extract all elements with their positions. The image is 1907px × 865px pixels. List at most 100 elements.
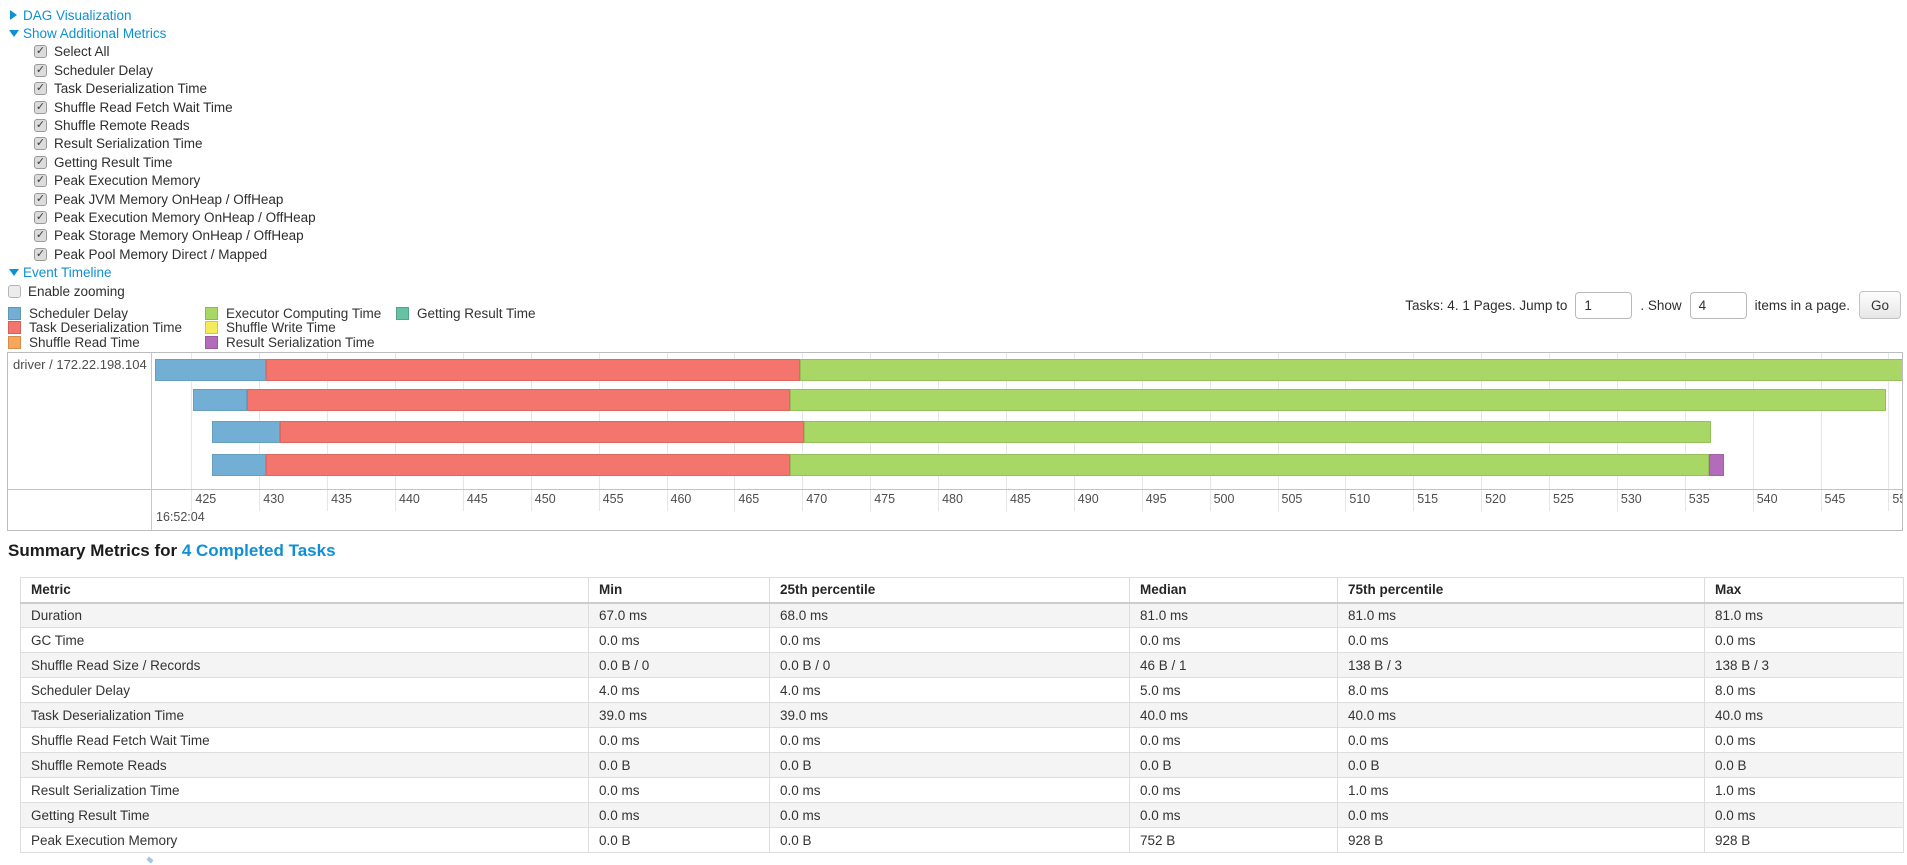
legend-item: Getting Result Time [396, 306, 536, 321]
go-button[interactable]: Go [1858, 291, 1901, 319]
time-major-label: 16:52:04 [156, 510, 205, 524]
show-additional-metrics-toggle[interactable]: Show Additional Metrics [8, 24, 316, 42]
legend-item: Task Deserialization Time [8, 320, 183, 336]
metric-value-cell: 0.0 ms [1337, 627, 1705, 653]
metric-checkbox-row: ✓ Peak Storage Memory OnHeap / OffHeap [34, 227, 316, 245]
table-row: Shuffle Remote Reads 0.0 B 0.0 B 0.0 B 0.0 B… [20, 752, 1904, 778]
metric-value-cell: 46 B / 1 [1129, 652, 1338, 678]
task-bar-segment-task_deserialization[interactable] [266, 359, 800, 381]
table-row: Getting Result Time 0.0 ms 0.0 ms 0.0 ms 0.0… [20, 802, 1904, 828]
metric-value-cell: 928 B [1704, 827, 1904, 853]
time-tick-label: 475 [874, 492, 896, 506]
legend-item: Shuffle Write Time [205, 320, 381, 335]
legend-swatch-result_serialization [205, 335, 218, 349]
metric-checkbox[interactable]: ✓ [34, 82, 47, 96]
metric-value-cell: 40.0 ms [1129, 702, 1338, 728]
metric-checkbox[interactable]: ✓ [34, 63, 47, 77]
jump-to-page-input[interactable] [1575, 291, 1633, 319]
metric-value-cell: 0.0 B [1704, 752, 1904, 778]
metric-value-cell: 0.0 ms [1704, 727, 1904, 753]
metric-value-cell: 0.0 ms [769, 777, 1130, 803]
metric-value-cell: 81.0 ms [1337, 602, 1705, 628]
task-bar-segment-task_deserialization[interactable] [279, 421, 804, 443]
time-tick-label: 505 [1281, 492, 1303, 506]
metric-value-cell: 0.0 ms [588, 727, 770, 753]
metric-checkbox-row: ✓ Shuffle Read Fetch Wait Time [34, 98, 316, 116]
metric-checkbox-label: Shuffle Read Fetch Wait Time [54, 99, 233, 115]
show-additional-metrics-label: Show Additional Metrics [23, 26, 167, 42]
task-bar-segment-scheduler_delay[interactable] [192, 389, 247, 411]
table-row: GC Time 0.0 ms 0.0 ms 0.0 ms 0.0 ms 0.0 ms [20, 627, 1904, 653]
legend-label: Getting Result Time [417, 305, 536, 321]
legend-label: Result Serialization Time [226, 334, 375, 350]
metric-name-cell: Getting Result Time [20, 802, 589, 828]
task-bar-segment-task_deserialization[interactable] [266, 454, 790, 476]
time-tick-label: 480 [942, 492, 963, 506]
column-header-75th-percentile[interactable]: 75th percentile [1337, 577, 1705, 604]
legend-item: Executor Computing Time [205, 306, 381, 321]
metric-name-cell: Shuffle Read Size / Records [20, 652, 589, 678]
items-per-page-input[interactable] [1689, 291, 1747, 319]
metric-value-cell: 8.0 ms [1704, 677, 1904, 703]
metric-value-cell: 0.0 B / 0 [769, 652, 1130, 678]
metric-value-cell: 68.0 ms [769, 602, 1130, 628]
metric-value-cell: 0.0 B [769, 827, 1130, 853]
legend-label: Task Deserialization Time [29, 320, 183, 336]
time-tick-label: 485 [1010, 492, 1031, 506]
task-bar-segment-executor_computing[interactable] [790, 454, 1710, 476]
metric-name-cell: GC Time [20, 627, 589, 653]
task-pagination: Tasks: 4. 1 Pages. Jump to . Show items … [1405, 288, 1901, 322]
column-header-median[interactable]: Median [1129, 577, 1338, 604]
column-header-min[interactable]: Min [588, 577, 770, 604]
enable-zooming-checkbox[interactable] [8, 284, 21, 298]
metric-checkbox[interactable]: ✓ [34, 119, 47, 133]
legend-item: Result Serialization Time [205, 335, 381, 350]
metric-value-cell: 0.0 B [769, 752, 1130, 778]
task-bar-segment-result_serialization[interactable] [1709, 454, 1725, 476]
time-tick-label: 545 [1824, 492, 1846, 506]
column-header-25th-percentile[interactable]: 25th percentile [769, 577, 1130, 604]
table-row: Shuffle Read Size / Records 0.0 B / 0 0.0 … [20, 652, 1904, 678]
metric-checkbox-label: Getting Result Time [54, 154, 173, 170]
metric-checkbox[interactable]: ✓ [34, 100, 47, 114]
task-bar-segment-executor_computing[interactable] [799, 359, 1902, 381]
metric-checkbox-label: Shuffle Remote Reads [54, 118, 190, 134]
metric-checkbox-row: ✓ Result Serialization Time [34, 135, 316, 153]
metric-value-cell: 4.0 ms [588, 677, 770, 703]
completed-tasks-link[interactable]: 4 Completed Tasks [181, 541, 336, 560]
time-tick-label: 445 [466, 492, 488, 506]
metric-value-cell: 0.0 B [1337, 752, 1705, 778]
event-timeline-panel: driver / 172.22.198.104 425 430 435 440 445 4… [7, 352, 1903, 531]
metric-checkbox[interactable]: ✓ [34, 45, 47, 59]
metric-checkbox-row: ✓ Select All [34, 43, 316, 61]
task-bar-segment-task_deserialization[interactable] [247, 389, 791, 411]
task-bar-segment-executor_computing[interactable] [803, 421, 1711, 443]
metric-value-cell: 0.0 ms [1129, 777, 1338, 803]
event-timeline-toggle[interactable]: Event Timeline [8, 263, 316, 281]
event-timeline-label: Event Timeline [23, 265, 112, 281]
show-label: . Show [1640, 297, 1682, 313]
dag-visualization-toggle[interactable]: DAG Visualization [8, 6, 316, 24]
time-tick-label: 525 [1553, 492, 1574, 506]
metric-checkbox[interactable]: ✓ [34, 192, 47, 206]
column-header-max[interactable]: Max [1704, 577, 1904, 604]
task-bar-segment-scheduler_delay[interactable] [154, 359, 266, 381]
metric-checkbox[interactable]: ✓ [34, 229, 47, 243]
legend-label: Scheduler Delay [29, 305, 129, 321]
task-bar-segment-executor_computing[interactable] [790, 389, 1886, 411]
task-bar-segment-scheduler_delay[interactable] [211, 421, 280, 443]
metric-checkbox[interactable]: ✓ [34, 137, 47, 151]
metric-value-cell: 39.0 ms [588, 702, 770, 728]
metric-checkbox[interactable]: ✓ [34, 210, 47, 224]
metric-value-cell: 0.0 ms [769, 727, 1130, 753]
metric-value-cell: 752 B [1129, 827, 1338, 853]
metric-checkbox[interactable]: ✓ [34, 247, 47, 261]
task-bar-segment-scheduler_delay[interactable] [211, 454, 266, 476]
expanded-arrow-icon [9, 269, 19, 277]
summary-metrics-table: Metric Min 25th percentile Median 75th perce… [20, 577, 1904, 853]
metric-checkbox[interactable]: ✓ [34, 174, 47, 188]
metric-checkbox-label: Select All [54, 44, 110, 60]
metric-checkbox[interactable]: ✓ [34, 155, 47, 169]
metric-value-cell: 0.0 ms [1129, 627, 1338, 653]
column-header-metric[interactable]: Metric [20, 577, 589, 604]
